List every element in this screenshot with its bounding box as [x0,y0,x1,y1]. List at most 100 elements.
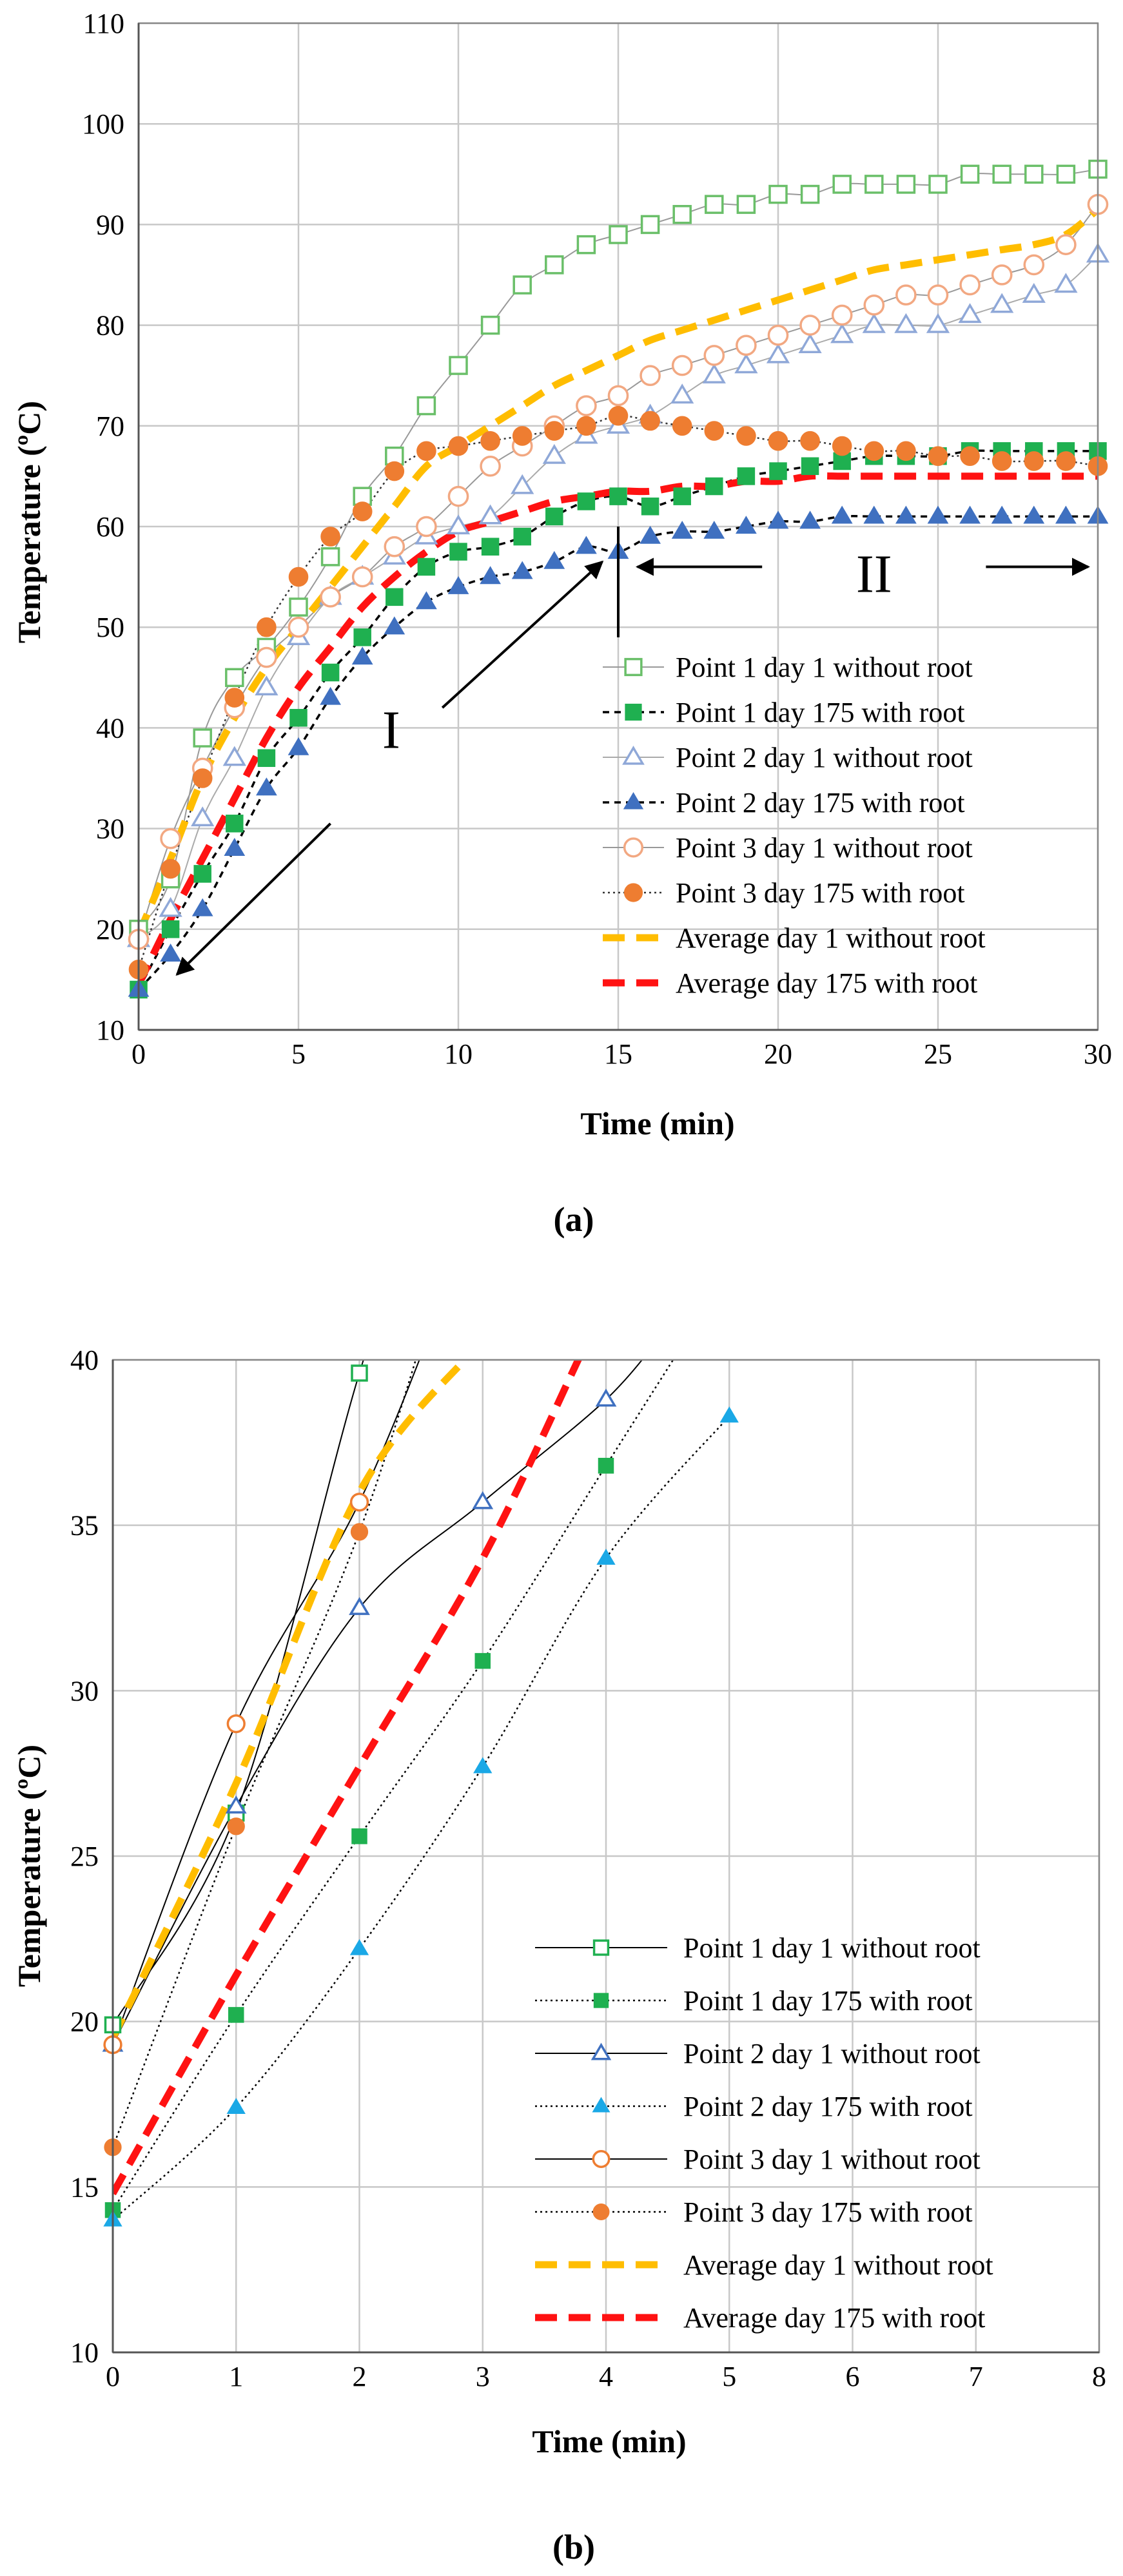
data-point [1054,273,1078,293]
data-point [607,385,629,407]
legend-label: Average day 1 without root [676,922,986,954]
data-point [895,505,917,524]
data-point [544,421,565,441]
data-point [704,421,725,441]
data-point [1024,164,1044,184]
data-point [864,175,884,194]
data-point [703,521,725,539]
data-point [1023,254,1045,276]
data-point [960,446,980,466]
y-tick-label: 25 [70,1841,99,1872]
data-point [473,1757,493,1774]
data-point [256,646,277,668]
data-point [576,395,597,416]
y-tick-label: 50 [96,612,124,643]
data-point [609,225,628,244]
chart-b-ylabel: Temperature (ºC) [11,1745,47,1987]
legend-entry: Point 2 day 1 without root [535,2038,981,2069]
data-point [734,353,758,374]
data-point [416,441,436,461]
data-point [449,543,467,561]
x-tick-label: 7 [969,2361,983,2392]
data-point [595,1388,617,1407]
data-point [227,1817,245,1835]
x-tick-label: 25 [924,1038,952,1070]
legend-marker [592,2097,610,2113]
data-point [417,557,436,576]
x-tick-label: 2 [353,2361,367,2392]
legend-label: Point 3 day 175 with root [683,2196,973,2228]
data-point [222,746,246,766]
legend-marker [623,883,643,902]
x-tick-label: 5 [291,1038,306,1070]
data-point [320,686,341,705]
y-tick-label: 30 [96,813,124,845]
data-point [480,431,500,451]
x-tick-label: 30 [1084,1038,1112,1070]
data-point [992,164,1011,184]
legend-label: Average day 175 with root [683,2302,985,2334]
series-line-4 [113,1360,420,2045]
legend-marker [591,2042,612,2060]
data-point [671,521,693,539]
legend-entry: Point 1 day 1 without root [603,652,973,683]
y-tick-label: 10 [96,1014,124,1046]
data-point [474,1652,491,1669]
chart-a-frame [137,22,1099,1031]
legend-entry: Average day 1 without root [603,922,986,954]
data-point [191,806,215,827]
data-point [640,411,660,431]
series-line-2 [113,1360,643,2046]
data-point [767,324,789,346]
data-point [542,443,566,464]
data-point [608,405,629,426]
data-point [349,1596,370,1615]
y-tick-label: 40 [96,712,124,744]
x-tick-label: 15 [604,1038,632,1070]
data-point [478,504,502,525]
chart-a-ylabel: Temperature (ºC) [11,401,47,643]
data-point [641,498,659,516]
data-point [832,436,852,456]
data-point [1023,505,1045,524]
panel-label-b: (b) [552,2528,595,2566]
y-tick-label: 40 [70,1344,99,1376]
data-point [799,315,821,336]
data-point [736,334,757,356]
x-tick-label: 0 [106,2361,120,2392]
data-point [512,426,532,446]
data-point [719,1406,739,1423]
data-point [226,2098,246,2115]
data-point [351,1364,368,1382]
data-point [320,527,340,547]
data-point [895,284,917,306]
data-point [736,426,756,446]
data-point [225,668,244,688]
chart-b-tick-labels: 0 1 2 3 4 5 6 7 8 10 15 20 25 30 35 40 [70,1344,1106,2392]
data-point [640,525,661,544]
data-point [736,516,757,534]
data-point [670,383,694,404]
data-point [737,467,756,485]
data-point [350,1523,369,1541]
data-point [320,586,341,608]
region-label-I: I [382,701,400,760]
data-point [447,485,469,507]
legend-label: Point 3 day 1 without root [683,2144,981,2175]
data-point [416,591,437,610]
data-point [288,616,309,638]
data-point [289,709,308,727]
y-tick-label: 30 [70,1675,99,1707]
y-tick-label: 100 [82,108,124,140]
data-point [480,455,501,477]
data-point [576,536,597,554]
legend-marker [593,1993,609,2008]
data-point [991,505,1013,524]
data-point [384,536,405,557]
legend-entry: Point 2 day 1 without root [603,742,973,773]
x-tick-label: 3 [476,2361,490,2392]
data-point [736,195,756,214]
data-point [159,896,182,917]
data-point [831,505,853,524]
data-point [705,195,724,214]
